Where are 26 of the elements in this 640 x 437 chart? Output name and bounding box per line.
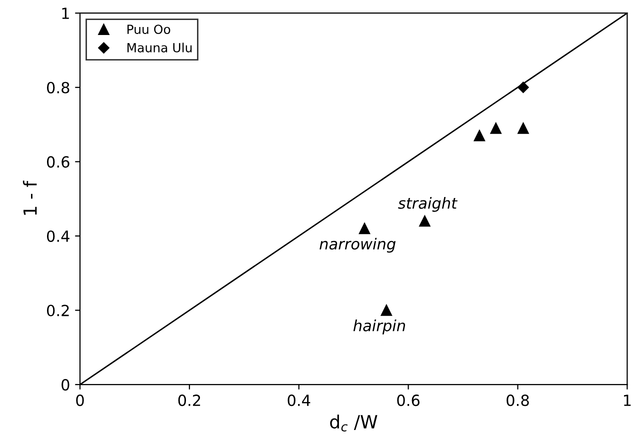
x-tick-label: 1 [624,394,631,406]
annotation: straight [398,197,458,212]
y-tick-label: 1 [62,8,69,19]
y-tick-label: 0.2 [46,304,69,316]
point [474,130,486,142]
annotation: narrowing [320,238,396,253]
point [380,304,392,316]
annotation: hairpin [353,320,406,334]
point [419,216,430,227]
point [518,122,529,134]
point [518,82,529,94]
x-tick-label: 0.6 [397,394,420,406]
x-tick-label: 0.8 [506,394,529,406]
x-tick-label: 0.4 [288,394,310,406]
y-tick-label: 0.6 [46,156,70,168]
x-tick-label: 0 [76,394,84,406]
x-tick-label: 0.2 [178,394,200,406]
y-tick-label: 0.8 [46,82,70,94]
point [490,122,502,134]
y-axis-title: 1 - f [22,180,37,215]
x-axis-title: d$_{c}$ /W [330,414,378,432]
y-tick-label: 0 [62,379,70,391]
legend-label: Mauna Ulu [127,42,192,52]
legend-label: Puu Oo [127,24,170,34]
point [358,222,370,234]
y-tick-label: 0.4 [46,230,70,242]
